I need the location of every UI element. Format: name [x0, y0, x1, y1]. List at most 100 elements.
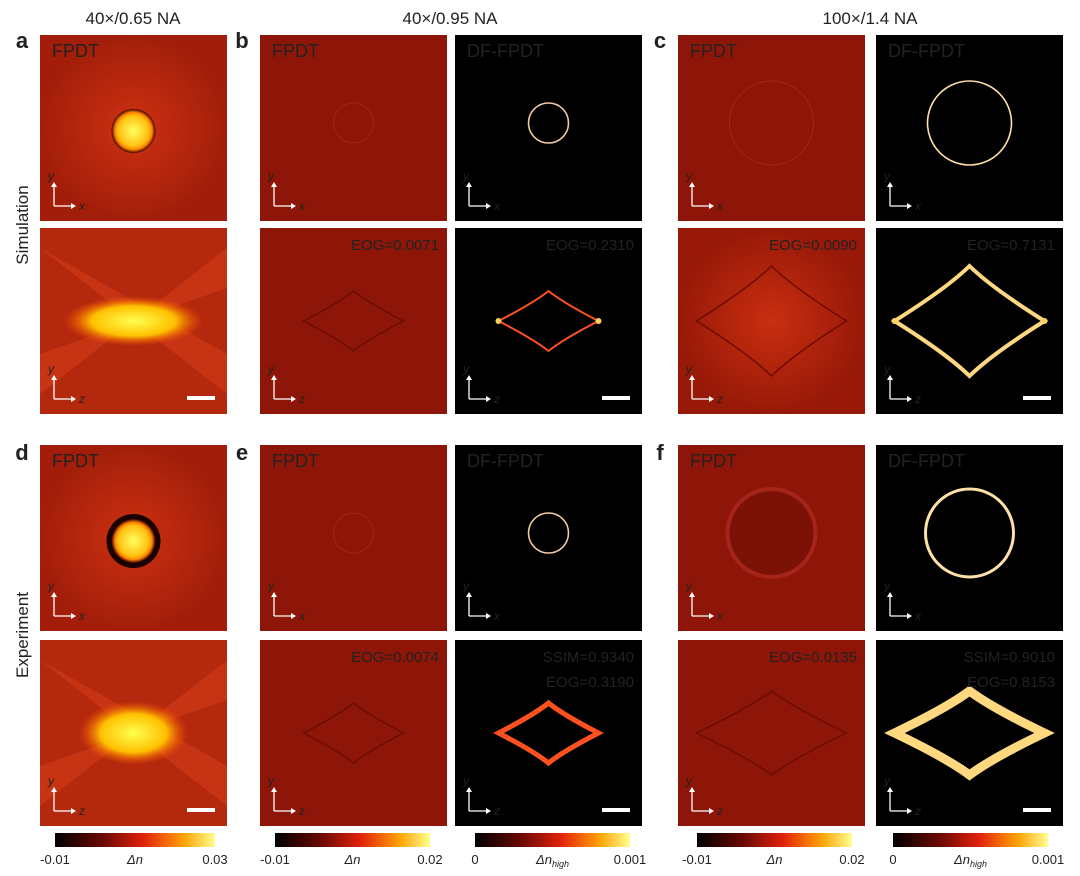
- symbol: Δn: [344, 852, 361, 867]
- row-label: Experiment: [13, 592, 32, 678]
- axis-label: y: [47, 579, 55, 593]
- tile-background: [260, 445, 447, 631]
- axis-label: x: [493, 609, 501, 623]
- method-label: DF-FPDT: [467, 451, 544, 471]
- method-label: DF-FPDT: [467, 41, 544, 61]
- symbol: Δn: [953, 852, 970, 867]
- colorbar-symbol: Δnhigh: [535, 852, 569, 869]
- panel-letter: d: [15, 440, 28, 465]
- colorbar-max: 0.001: [614, 852, 647, 867]
- arrow-head: [466, 375, 491, 402]
- arrow-head: [51, 787, 76, 814]
- profile: [695, 264, 848, 378]
- metric-label: EOG=0.0135: [769, 649, 857, 666]
- method-label: DF-FPDT: [888, 451, 965, 471]
- arrow-head: [689, 787, 714, 814]
- arrow-head: [271, 375, 296, 402]
- axis-label: y: [462, 362, 470, 376]
- axis-label: z: [298, 804, 305, 818]
- method-label: FPDT: [272, 41, 319, 61]
- metric-label: SSIM=0.9010: [964, 649, 1055, 666]
- axis-label: z: [914, 804, 921, 818]
- method-label: FPDT: [272, 451, 319, 471]
- tile-background: [455, 35, 642, 221]
- axis-label: x: [78, 609, 86, 623]
- colorbar-min: 0: [471, 852, 478, 867]
- axis-label: y: [883, 169, 891, 183]
- axis-label: x: [298, 199, 306, 213]
- colorbar: [475, 833, 630, 847]
- image-tile: SSIM=0.9010 EOG=0.8153 y z: [876, 640, 1063, 826]
- focus: [63, 296, 204, 346]
- scale-bar: [1023, 808, 1051, 812]
- tile-background: [455, 640, 642, 826]
- bead: [111, 109, 156, 153]
- symbol-subscript: high: [552, 859, 569, 869]
- arrow-head: [51, 375, 76, 402]
- axis-label: x: [78, 199, 86, 213]
- scale-bar: [602, 396, 630, 400]
- colorbar-max: 0.02: [839, 852, 864, 867]
- colorbar: [893, 833, 1048, 847]
- metric-label: EOG=0.7131: [967, 237, 1055, 254]
- image-tile: EOG=0.2310 y z: [455, 228, 642, 414]
- arrow-head: [466, 182, 491, 209]
- focal-spot: [595, 318, 602, 324]
- tile-background: [455, 445, 642, 631]
- panel-letter: a: [16, 28, 29, 53]
- focal-spot: [891, 318, 898, 324]
- colorbar: [55, 833, 215, 847]
- metric-label: EOG=0.0090: [769, 237, 857, 254]
- bead-edge: [333, 512, 374, 554]
- focus: [78, 701, 189, 765]
- arrow-head: [887, 787, 912, 814]
- bead-edge: [527, 102, 570, 144]
- image-tile: EOG=0.0074 y z: [260, 640, 447, 826]
- colorbar-min: 0: [889, 852, 896, 867]
- panel-letter: c: [654, 28, 666, 53]
- bead-edge: [725, 487, 818, 579]
- tile-background: [876, 445, 1063, 631]
- axis-label: y: [462, 579, 470, 593]
- colorbar-max: 0.001: [1032, 852, 1065, 867]
- symbol: Δn: [766, 852, 783, 867]
- tile-background: [260, 640, 447, 826]
- arrow-head: [887, 375, 912, 402]
- metric-label: SSIM=0.9340: [543, 649, 634, 666]
- colorbar: [275, 833, 430, 847]
- image-tile: FPDT y x: [678, 35, 865, 221]
- axis-label: y: [685, 362, 693, 376]
- panel-letter: b: [235, 28, 248, 53]
- colorbar-min: -0.01: [682, 852, 712, 867]
- arrow-head: [271, 182, 296, 209]
- metric-label: EOG=0.2310: [546, 237, 634, 254]
- scale-bar: [187, 396, 215, 400]
- axis-label: y: [267, 169, 275, 183]
- image-tile: FPDT y x: [40, 35, 227, 221]
- axis-label: x: [716, 199, 724, 213]
- axis-label: y: [883, 579, 891, 593]
- scale-bar: [602, 808, 630, 812]
- arrow-head: [51, 592, 76, 619]
- profile: [694, 690, 849, 776]
- tile-background: [678, 640, 865, 826]
- axis-label: x: [716, 609, 724, 623]
- profile: [884, 685, 1055, 781]
- method-label: FPDT: [690, 451, 737, 471]
- arrow-head: [689, 182, 714, 209]
- arrow-head: [271, 787, 296, 814]
- panel-letter: e: [236, 440, 248, 465]
- bead-edge: [926, 80, 1013, 166]
- method-label: FPDT: [52, 451, 99, 471]
- colorbar-symbol: Δnhigh: [953, 852, 987, 869]
- colorbar-symbol: Δn: [766, 852, 783, 867]
- tile-background: [455, 228, 642, 414]
- profile: [301, 702, 406, 764]
- axis-label: y: [883, 774, 891, 788]
- arrow-head: [887, 182, 912, 209]
- arrow-head: [466, 592, 491, 619]
- bead-edge: [333, 102, 374, 144]
- axis-label: y: [685, 169, 693, 183]
- column-header: 40×/0.65 NA: [86, 9, 182, 28]
